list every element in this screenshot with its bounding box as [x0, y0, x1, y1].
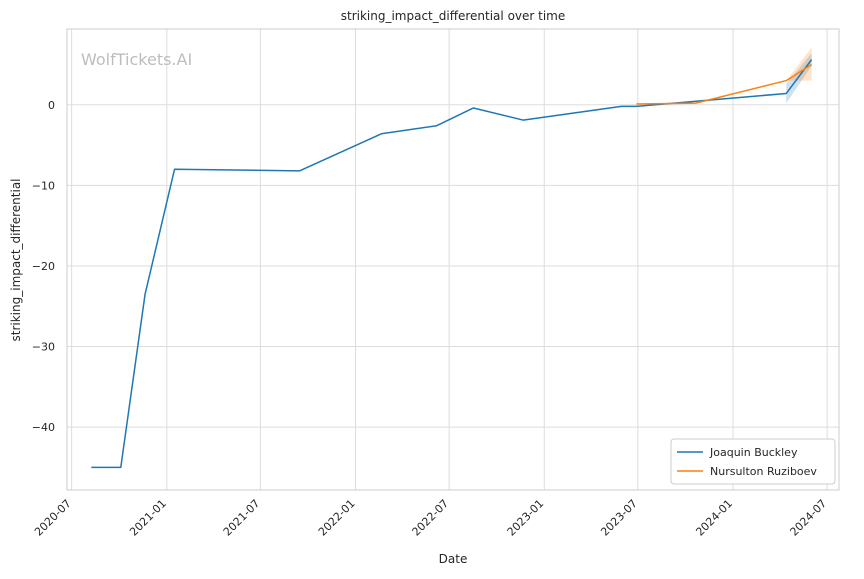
confidence-band-nursulton-ruziboev [786, 47, 812, 81]
grid-layer [67, 29, 839, 490]
series-lines [91, 59, 813, 469]
y-tick-label: −40 [32, 421, 55, 434]
series-line-nursulton-ruziboev [636, 63, 812, 105]
confidence-bands [786, 47, 812, 104]
legend-label-nursulton-ruziboev: Nursulton Ruziboev [710, 465, 817, 478]
legend-label-joaquin-buckley: Joaquin Buckley [709, 446, 798, 459]
watermark-text: WolfTickets.AI [81, 50, 192, 69]
plot-frame [66, 28, 840, 491]
x-axis-label: Date [439, 552, 468, 566]
series-line-joaquin-buckley [91, 59, 813, 469]
legend-box [670, 438, 836, 485]
confidence-band-joaquin-buckley [786, 53, 812, 104]
y-tick-label: −30 [32, 341, 55, 354]
chart-title: striking_impact_differential over time [341, 9, 566, 23]
y-axis-label: striking_impact_differential [9, 178, 23, 341]
legend: Joaquin Buckley Nursulton Ruziboev [670, 438, 836, 485]
y-tick-labels: 0 −10 −20 −30 −40 [32, 99, 55, 434]
y-tick-label: −10 [32, 179, 55, 192]
y-tick-label: −20 [32, 260, 55, 273]
y-tick-label: 0 [48, 99, 55, 112]
